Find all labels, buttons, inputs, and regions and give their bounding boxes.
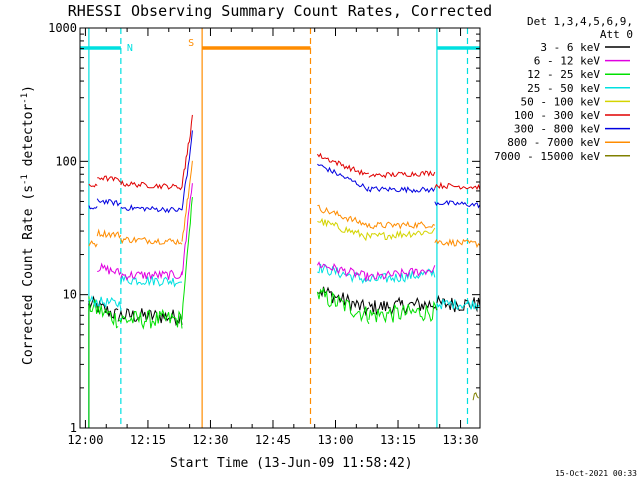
series-line-1 bbox=[88, 197, 438, 330]
x-tick-label-5: 13:15 bbox=[380, 433, 416, 447]
series-line-6 bbox=[88, 130, 481, 214]
x-tick-label-4: 13:00 bbox=[317, 433, 353, 447]
night-marker-label: N bbox=[127, 43, 133, 54]
plot-timestamp: 15-Oct-2021 00:33 bbox=[555, 469, 637, 478]
series-line-4 bbox=[317, 217, 436, 242]
legend-label-7: 800 - 7000 keV bbox=[507, 136, 600, 149]
y-label-end: ) bbox=[21, 85, 36, 93]
y-tick-label-2: 100 bbox=[55, 154, 77, 168]
legend-label-1: 6 - 12 keV bbox=[534, 55, 601, 68]
legend-label-4: 50 - 100 keV bbox=[521, 95, 601, 108]
y-tick-label-3: 1000 bbox=[48, 21, 77, 35]
x-tick-label-3: 12:45 bbox=[255, 433, 291, 447]
series-layer bbox=[88, 114, 481, 428]
x-tick-label-0: 12:00 bbox=[67, 433, 103, 447]
series-line-7 bbox=[88, 114, 481, 191]
legend-label-0: 3 - 6 keV bbox=[540, 41, 600, 54]
y-label-main: Corrected Count Rate (s bbox=[21, 185, 36, 365]
legend-label-6: 300 - 800 keV bbox=[514, 123, 600, 136]
legend-header-line2: Att 0 bbox=[600, 28, 633, 41]
legend-label-3: 25 - 50 keV bbox=[527, 82, 600, 95]
legend-header-line1: Det 1,3,4,5,6,9, bbox=[527, 15, 633, 28]
series-line-3 bbox=[97, 183, 436, 282]
x-tick-label-1: 12:15 bbox=[130, 433, 166, 447]
y-label-sup2: -1 bbox=[20, 93, 30, 104]
x-tick-label-6: 13:30 bbox=[442, 433, 478, 447]
series-line-5 bbox=[88, 160, 481, 249]
chart-title: RHESSI Observing Summary Count Rates, Co… bbox=[68, 2, 492, 20]
x-axis-label: Start Time (13-Jun-09 11:58:42) bbox=[170, 456, 413, 471]
y-label-mid: detector bbox=[21, 104, 36, 175]
x-tick-label-2: 12:30 bbox=[192, 433, 228, 447]
y-tick-label-0: 1 bbox=[70, 421, 77, 435]
saa-marker-label: S bbox=[188, 38, 194, 49]
legend-label-8: 7000 - 15000 keV bbox=[494, 150, 600, 163]
series-line-0 bbox=[88, 286, 481, 327]
series-line-2 bbox=[88, 263, 481, 311]
y-axis-label: Corrected Count Rate (s-1 detector-1) bbox=[20, 85, 36, 365]
legend-label-5: 100 - 300 keV bbox=[514, 109, 600, 122]
series-line-8 bbox=[472, 392, 479, 401]
plot-frame bbox=[79, 27, 481, 429]
y-label-sup1: -1 bbox=[20, 174, 30, 185]
y-tick-label-1: 10 bbox=[63, 288, 77, 302]
axes-layer: 1 10 100 1000 12:00 12:15 12:30 12:45 13:00 13:15… bbox=[48, 21, 481, 447]
legend-label-2: 12 - 25 keV bbox=[527, 68, 600, 81]
